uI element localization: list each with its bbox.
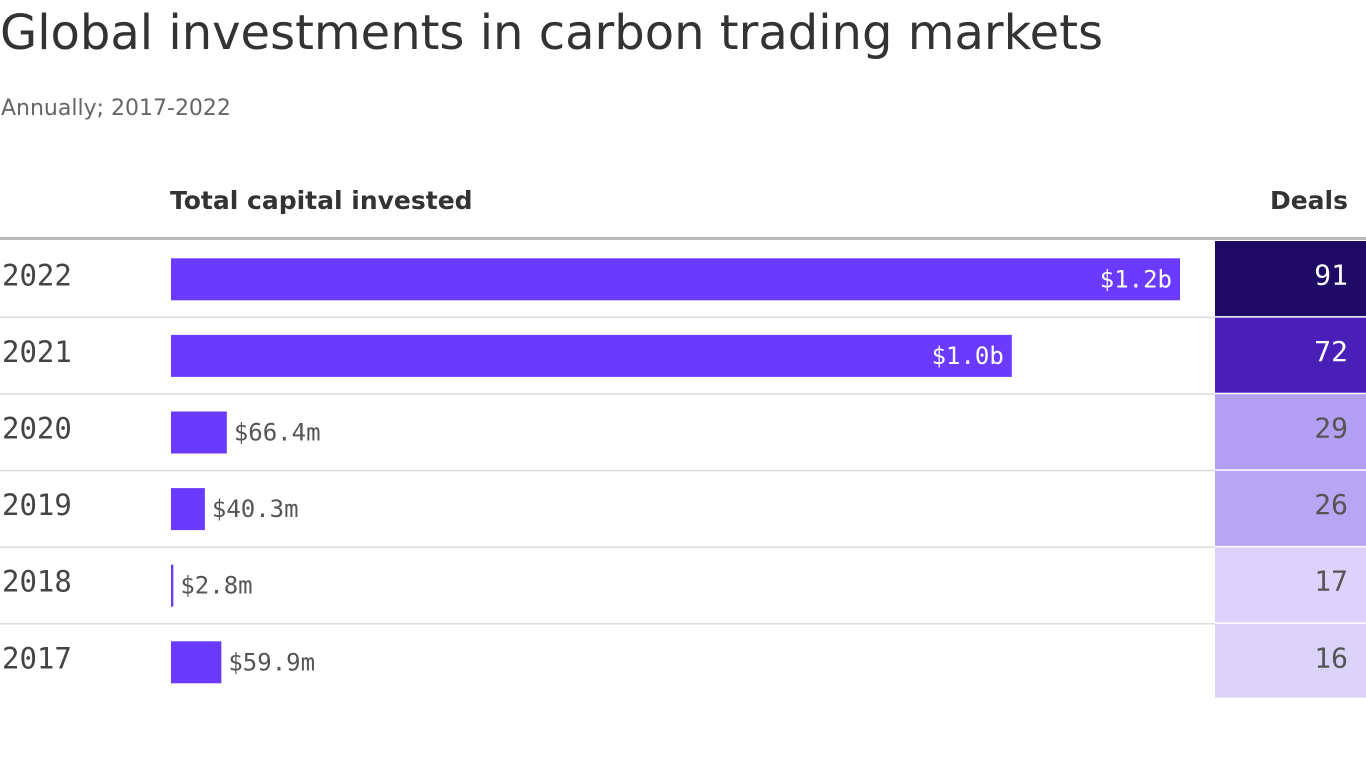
bar bbox=[171, 411, 227, 454]
row-divider bbox=[0, 393, 1215, 395]
value-label: $66.4m bbox=[234, 419, 321, 447]
deals-cell bbox=[1215, 317, 1366, 393]
deals-value: 26 bbox=[1314, 488, 1348, 521]
deals-value: 17 bbox=[1314, 565, 1348, 598]
chart-title: Global investments in carbon trading mar… bbox=[0, 5, 1103, 61]
row-label: 2021 bbox=[2, 335, 72, 369]
chart-subtitle: Annually; 2017-2022 bbox=[1, 96, 231, 121]
row-label: 2018 bbox=[2, 565, 72, 599]
row-divider bbox=[0, 469, 1215, 472]
row-divider bbox=[0, 546, 1215, 548]
header-rule bbox=[0, 237, 1366, 240]
deals-value: 72 bbox=[1314, 335, 1348, 368]
row-label: 2019 bbox=[2, 488, 72, 522]
deals-cell bbox=[1215, 241, 1366, 317]
value-label: $1.0b bbox=[932, 342, 1004, 370]
value-label: $59.9m bbox=[228, 648, 315, 676]
value-label: $40.3m bbox=[212, 495, 299, 523]
row-divider bbox=[0, 316, 1215, 319]
deals-cell bbox=[1215, 547, 1366, 623]
deals-value: 29 bbox=[1314, 412, 1348, 445]
deals-value: 91 bbox=[1314, 258, 1348, 291]
row-label: 2022 bbox=[2, 258, 72, 292]
bar bbox=[171, 641, 222, 684]
bar bbox=[171, 334, 1012, 377]
column-header: Total capital invested bbox=[170, 186, 473, 215]
value-label: $1.2b bbox=[1100, 265, 1172, 293]
row-divider bbox=[0, 623, 1215, 625]
deals-cell bbox=[1215, 624, 1366, 698]
bar bbox=[171, 564, 174, 607]
deals-cell bbox=[1215, 394, 1366, 470]
row-label: 2017 bbox=[2, 641, 72, 675]
bar bbox=[171, 488, 205, 531]
deals-value: 16 bbox=[1314, 641, 1348, 674]
bar bbox=[171, 258, 1180, 301]
row-label: 2020 bbox=[2, 412, 72, 446]
value-label: $2.8m bbox=[180, 572, 252, 600]
deals-cell bbox=[1215, 470, 1366, 546]
column-header: Deals bbox=[1270, 186, 1348, 215]
